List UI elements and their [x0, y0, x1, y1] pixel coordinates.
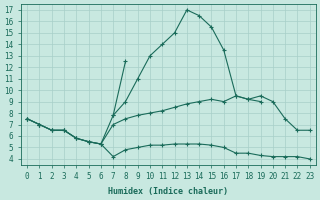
X-axis label: Humidex (Indice chaleur): Humidex (Indice chaleur) — [108, 187, 228, 196]
